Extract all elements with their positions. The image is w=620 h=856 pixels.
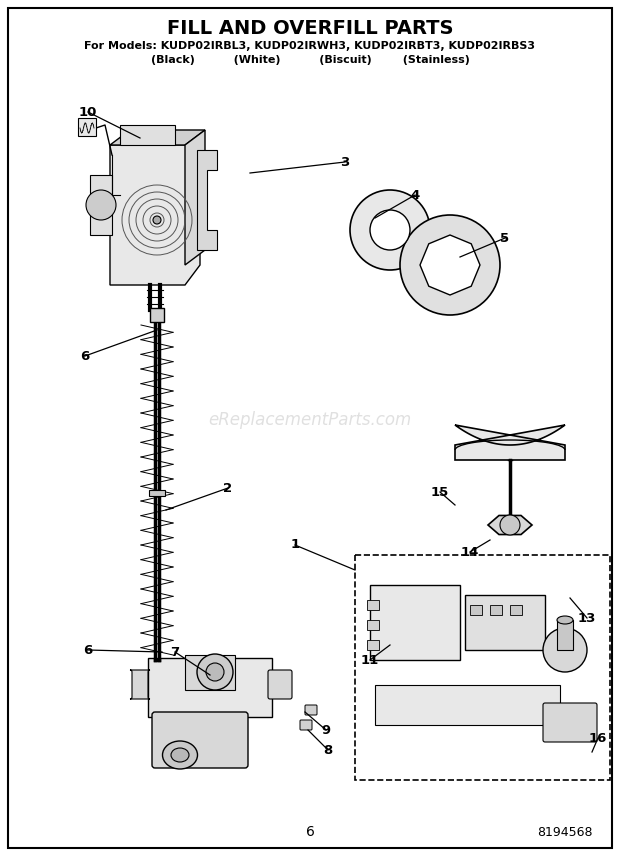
Text: 14: 14 [461, 545, 479, 558]
Text: 13: 13 [578, 611, 596, 625]
Bar [510, 605, 522, 615]
Ellipse shape [557, 616, 573, 624]
FancyBboxPatch shape [465, 595, 545, 650]
Bar [149, 490, 165, 496]
Bar [490, 605, 502, 615]
Polygon shape [110, 145, 200, 285]
Ellipse shape [162, 741, 198, 769]
Polygon shape [197, 150, 217, 250]
Bar [367, 620, 379, 630]
FancyBboxPatch shape [148, 658, 272, 717]
Bar [557, 620, 573, 650]
Polygon shape [185, 130, 205, 265]
Text: 9: 9 [321, 723, 330, 736]
Text: 7: 7 [170, 645, 180, 658]
Bar [185, 655, 235, 690]
Text: 10: 10 [79, 105, 97, 118]
Circle shape [543, 628, 587, 672]
Bar [367, 600, 379, 610]
FancyBboxPatch shape [300, 720, 312, 730]
Text: (Black)          (White)          (Biscuit)        (Stainless): (Black) (White) (Biscuit) (Stainless) [151, 55, 469, 65]
Text: 3: 3 [340, 156, 350, 169]
Bar [355, 555, 610, 780]
Text: 8: 8 [324, 744, 332, 757]
Text: 1: 1 [290, 538, 299, 551]
FancyBboxPatch shape [543, 703, 597, 742]
Polygon shape [110, 130, 205, 145]
Text: 4: 4 [410, 188, 420, 201]
Circle shape [153, 216, 161, 224]
Bar [90, 175, 112, 235]
Circle shape [197, 654, 233, 690]
Text: eReplacementParts.com: eReplacementParts.com [208, 411, 412, 429]
FancyBboxPatch shape [152, 712, 248, 768]
Bar [150, 308, 164, 322]
Text: FILL AND OVERFILL PARTS: FILL AND OVERFILL PARTS [167, 19, 453, 38]
Circle shape [500, 515, 520, 535]
Text: 15: 15 [431, 485, 449, 498]
Bar [367, 640, 379, 650]
Bar [470, 605, 482, 615]
Text: 11: 11 [361, 653, 379, 667]
Circle shape [400, 215, 500, 315]
Text: 6: 6 [81, 349, 90, 362]
Bar [78, 118, 96, 136]
Text: 8194568: 8194568 [538, 825, 593, 839]
FancyBboxPatch shape [130, 670, 150, 699]
Ellipse shape [171, 748, 189, 762]
Circle shape [350, 190, 430, 270]
Polygon shape [420, 235, 480, 295]
Circle shape [370, 210, 410, 250]
Polygon shape [455, 425, 565, 460]
Polygon shape [488, 515, 532, 534]
Text: 16: 16 [589, 732, 607, 745]
Text: 5: 5 [500, 231, 510, 245]
FancyBboxPatch shape [375, 685, 560, 725]
FancyBboxPatch shape [370, 585, 460, 660]
Text: 2: 2 [223, 482, 232, 495]
Circle shape [206, 663, 224, 681]
Circle shape [86, 190, 116, 220]
Text: 6: 6 [83, 644, 92, 657]
Bar [120, 125, 175, 145]
FancyBboxPatch shape [305, 705, 317, 715]
Text: 6: 6 [306, 825, 314, 839]
FancyBboxPatch shape [268, 670, 292, 699]
Text: For Models: KUDP02IRBL3, KUDP02IRWH3, KUDP02IRBT3, KUDP02IRBS3: For Models: KUDP02IRBL3, KUDP02IRWH3, KU… [84, 41, 536, 51]
